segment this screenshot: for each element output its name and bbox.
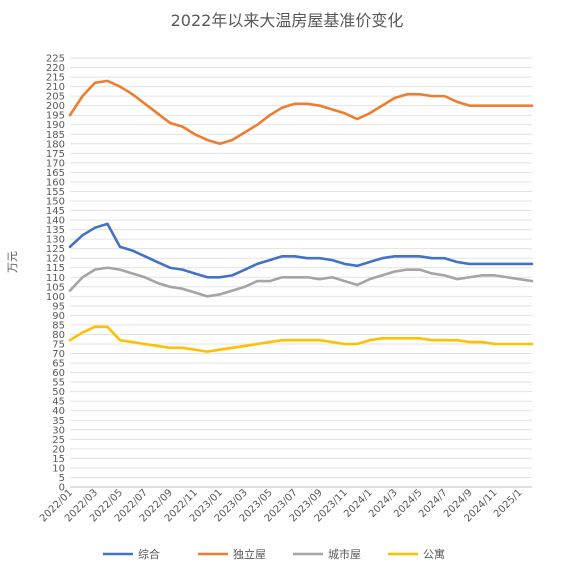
series-line	[68, 222, 534, 279]
y-tick-label: 190	[46, 120, 65, 131]
y-tick-label: 75	[52, 340, 65, 351]
y-tick-label: 100	[46, 292, 65, 303]
series-line	[68, 325, 534, 353]
x-tick-label: 2025/1	[492, 487, 525, 520]
y-tick-label: 170	[46, 158, 65, 169]
y-tick-label: 10	[52, 463, 65, 474]
y-tick-label: 65	[52, 359, 65, 370]
y-tick-label: 160	[46, 177, 65, 188]
y-tick-label: 200	[46, 101, 65, 112]
y-tick-label: 205	[46, 92, 65, 103]
legend-label: 综合	[138, 547, 160, 561]
y-tick-label: 125	[46, 244, 65, 255]
y-tick-label: 220	[46, 63, 65, 74]
y-tick-label: 70	[52, 349, 65, 360]
y-tick-label: 215	[46, 73, 65, 84]
gridlines	[70, 57, 532, 488]
y-tick-label: 90	[52, 311, 65, 322]
y-tick-label: 195	[46, 111, 65, 122]
y-tick-label: 150	[46, 197, 65, 208]
y-tick-label: 60	[52, 368, 65, 379]
y-tick-label: 85	[52, 320, 65, 331]
y-tick-label: 35	[52, 416, 65, 427]
y-tick-label: 155	[46, 187, 65, 198]
y-tick-label: 0	[59, 483, 65, 494]
y-tick-label: 50	[52, 387, 65, 398]
y-tick-label: 20	[52, 444, 65, 455]
y-tick-label: 135	[46, 225, 65, 236]
y-tick-label: 5	[59, 473, 65, 484]
y-tick-label: 180	[46, 139, 65, 150]
y-tick-label: 130	[46, 235, 65, 246]
legend-label: 城市屋	[328, 547, 361, 561]
y-tick-label: 45	[52, 397, 65, 408]
y-tick-label: 115	[46, 263, 65, 274]
y-axis-ticks: 0510152025303540455055606570758085909510…	[46, 54, 65, 494]
y-axis-label: 万元	[6, 251, 19, 273]
y-tick-label: 105	[46, 282, 65, 293]
y-tick-label: 145	[46, 206, 65, 217]
series-line	[68, 79, 534, 146]
legend: 综合 独立屋 城市屋 公寓	[103, 547, 445, 561]
y-tick-label: 30	[52, 425, 65, 436]
y-tick-label: 15	[52, 454, 65, 465]
y-tick-label: 210	[46, 82, 65, 93]
y-tick-label: 25	[52, 435, 65, 446]
y-tick-label: 185	[46, 130, 65, 141]
legend-label: 公寓	[423, 547, 445, 561]
y-tick-label: 110	[46, 273, 65, 284]
series-lines	[68, 79, 534, 353]
y-tick-label: 55	[52, 378, 65, 389]
y-tick-label: 165	[46, 168, 65, 179]
y-tick-label: 225	[46, 54, 65, 65]
y-tick-label: 140	[46, 216, 65, 227]
y-tick-label: 175	[46, 149, 65, 160]
y-tick-label: 120	[46, 254, 65, 265]
x-axis-ticks: 2022/012022/032022/052022/072022/092022/…	[38, 487, 525, 524]
chart-title: 2022年以来大温房屋基准价变化	[171, 11, 404, 30]
series-line	[68, 266, 534, 298]
y-tick-label: 95	[52, 301, 65, 312]
y-tick-label: 40	[52, 406, 65, 417]
y-tick-label: 80	[52, 330, 65, 341]
legend-label: 独立屋	[233, 547, 266, 561]
